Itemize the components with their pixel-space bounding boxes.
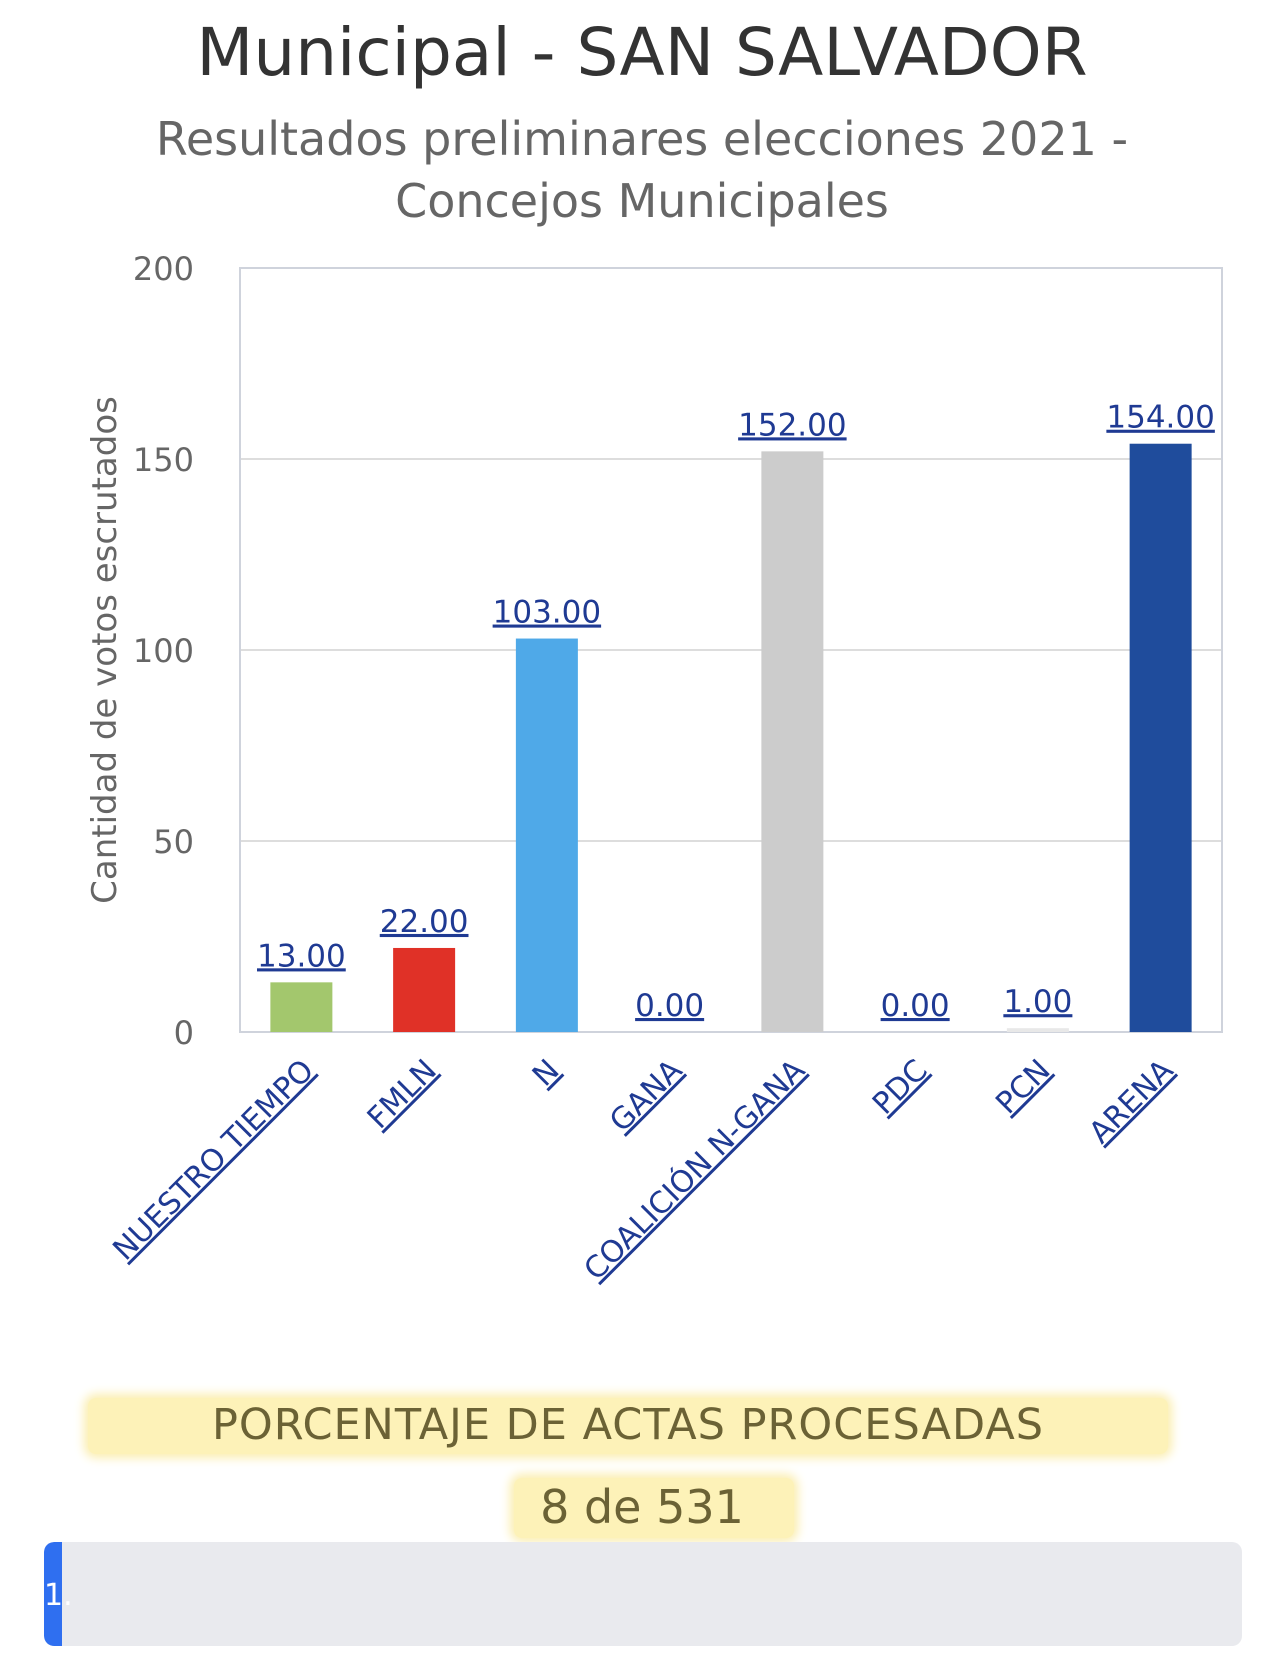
x-tick-label: COALICIÓN N-GANA — [576, 1051, 812, 1287]
progress-bar: 1. — [44, 1542, 1242, 1646]
x-tick-label: ARENA — [1082, 1053, 1180, 1151]
chart-title: Municipal - SAN SALVADOR — [196, 14, 1088, 91]
bar — [1129, 443, 1192, 1033]
x-tick-label: N — [526, 1053, 567, 1094]
data-label: 0.00 — [881, 988, 950, 1024]
x-tick-label: FMLN — [361, 1053, 444, 1136]
footer-count-highlight — [514, 1478, 794, 1538]
y-tick-label: 100 — [133, 632, 194, 670]
data-label: 0.00 — [635, 988, 704, 1024]
x-tick-label: GANA — [603, 1053, 689, 1139]
x-tick-label: PCN — [989, 1053, 1057, 1121]
y-tick-label: 150 — [133, 441, 194, 479]
y-tick-label: 50 — [153, 823, 194, 861]
progress-text: 1. — [44, 1578, 73, 1613]
y-tick-label: 200 — [133, 250, 194, 288]
bar — [1006, 1028, 1069, 1032]
progress-fill — [44, 1542, 62, 1646]
data-label: 154.00 — [1106, 400, 1214, 436]
bar — [270, 982, 333, 1032]
bar-chart: 0 50 100 150 200 Cantidad de votos escrutados… — [85, 250, 1223, 1287]
x-tick-label: NUESTRO TIEMPO — [106, 1053, 321, 1268]
bar — [761, 451, 824, 1032]
data-label: 152.00 — [738, 407, 846, 443]
x-tick-label: PDC — [866, 1053, 935, 1122]
data-label: 22.00 — [380, 904, 469, 940]
data-label: 1.00 — [1003, 984, 1072, 1020]
actas-count: 8 de 531 — [540, 1480, 744, 1534]
y-axis-label: Cantidad de votos escrutados — [85, 396, 125, 904]
footer-label-highlight — [88, 1398, 1168, 1454]
bar — [515, 638, 578, 1032]
data-label: 13.00 — [257, 938, 346, 974]
chart-subtitle: Resultados preliminares elecciones 2021 … — [155, 112, 1129, 228]
actas-procesadas-label: PORCENTAJE DE ACTAS PROCESADAS — [211, 1400, 1045, 1450]
y-tick-label: 0 — [174, 1014, 194, 1052]
data-label: 103.00 — [493, 595, 601, 631]
bar — [393, 947, 456, 1032]
plot-frame — [239, 267, 1223, 1033]
